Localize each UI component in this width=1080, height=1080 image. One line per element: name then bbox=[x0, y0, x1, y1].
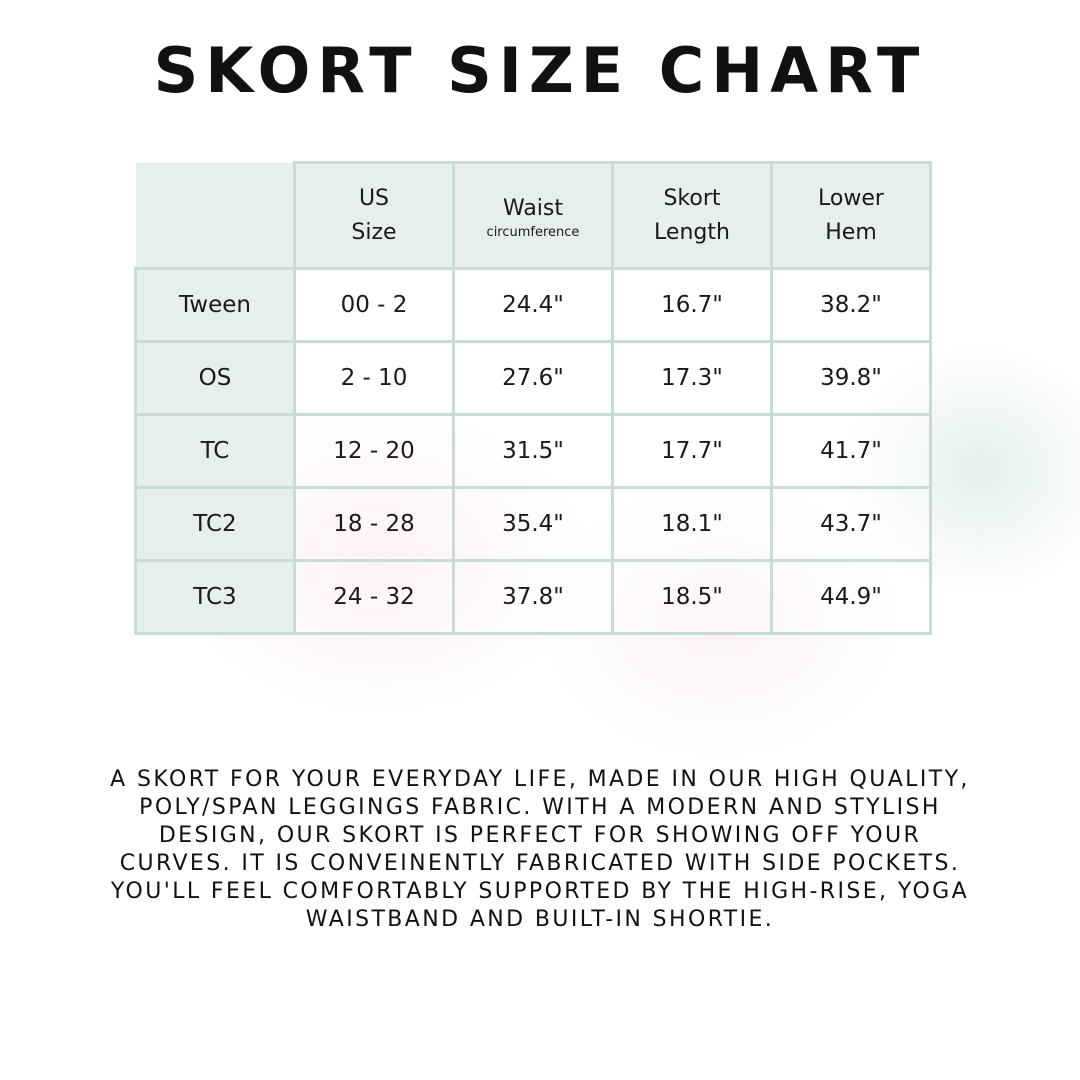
length-cell: 18.5" bbox=[611, 559, 773, 635]
header-waist: Waist circumference bbox=[452, 161, 614, 270]
header-line: Length bbox=[654, 219, 730, 245]
table-row: TC3 24 - 32 37.8" 18.5" 44.9" bbox=[134, 559, 932, 635]
size-chart-table: US Size Waist circumference Skort Length Lo… bbox=[134, 161, 932, 635]
hem-cell: 39.8" bbox=[770, 340, 932, 416]
length-cell: 17.7" bbox=[611, 413, 773, 489]
us-size-cell: 18 - 28 bbox=[293, 486, 455, 562]
us-size-cell: 2 - 10 bbox=[293, 340, 455, 416]
length-cell: 16.7" bbox=[611, 267, 773, 343]
waist-cell: 31.5" bbox=[452, 413, 614, 489]
header-skort-length: Skort Length bbox=[611, 161, 773, 270]
row-label-cell: Tween bbox=[134, 267, 296, 343]
row-label-cell: TC bbox=[134, 413, 296, 489]
header-line: Hem bbox=[825, 219, 877, 245]
us-size-cell: 12 - 20 bbox=[293, 413, 455, 489]
header-subline: circumference bbox=[486, 224, 580, 240]
waist-cell: 37.8" bbox=[452, 559, 614, 635]
hem-cell: 41.7" bbox=[770, 413, 932, 489]
us-size-cell: 00 - 2 bbox=[293, 267, 455, 343]
header-line: Size bbox=[351, 219, 397, 245]
table-header-row: US Size Waist circumference Skort Length Lo… bbox=[135, 161, 932, 270]
waist-cell: 24.4" bbox=[452, 267, 614, 343]
header-line: US bbox=[358, 185, 390, 211]
hem-cell: 43.7" bbox=[770, 486, 932, 562]
waist-cell: 27.6" bbox=[452, 340, 614, 416]
header-us-size: US Size bbox=[293, 161, 455, 270]
empty-corner-cell bbox=[135, 162, 295, 269]
row-label-cell: TC2 bbox=[134, 486, 296, 562]
table-row: TC 12 - 20 31.5" 17.7" 41.7" bbox=[134, 413, 932, 489]
row-label-cell: TC3 bbox=[134, 559, 296, 635]
description-text: A skort for your everyday life, made in … bbox=[110, 767, 970, 932]
header-line: Lower bbox=[818, 185, 884, 211]
row-label-cell: OS bbox=[134, 340, 296, 416]
table-row: Tween 00 - 2 24.4" 16.7" 38.2" bbox=[134, 267, 932, 343]
table-row: OS 2 - 10 27.6" 17.3" 39.8" bbox=[134, 340, 932, 416]
hem-cell: 38.2" bbox=[770, 267, 932, 343]
length-cell: 17.3" bbox=[611, 340, 773, 416]
header-line: Skort bbox=[663, 185, 721, 211]
table-row: TC2 18 - 28 35.4" 18.1" 43.7" bbox=[134, 486, 932, 562]
waist-cell: 35.4" bbox=[452, 486, 614, 562]
hem-cell: 44.9" bbox=[770, 559, 932, 635]
header-lower-hem: Lower Hem bbox=[770, 161, 932, 270]
header-line: Waist bbox=[502, 195, 564, 221]
us-size-cell: 24 - 32 bbox=[293, 559, 455, 635]
length-cell: 18.1" bbox=[611, 486, 773, 562]
page-title: SKORT SIZE CHART bbox=[153, 34, 927, 107]
